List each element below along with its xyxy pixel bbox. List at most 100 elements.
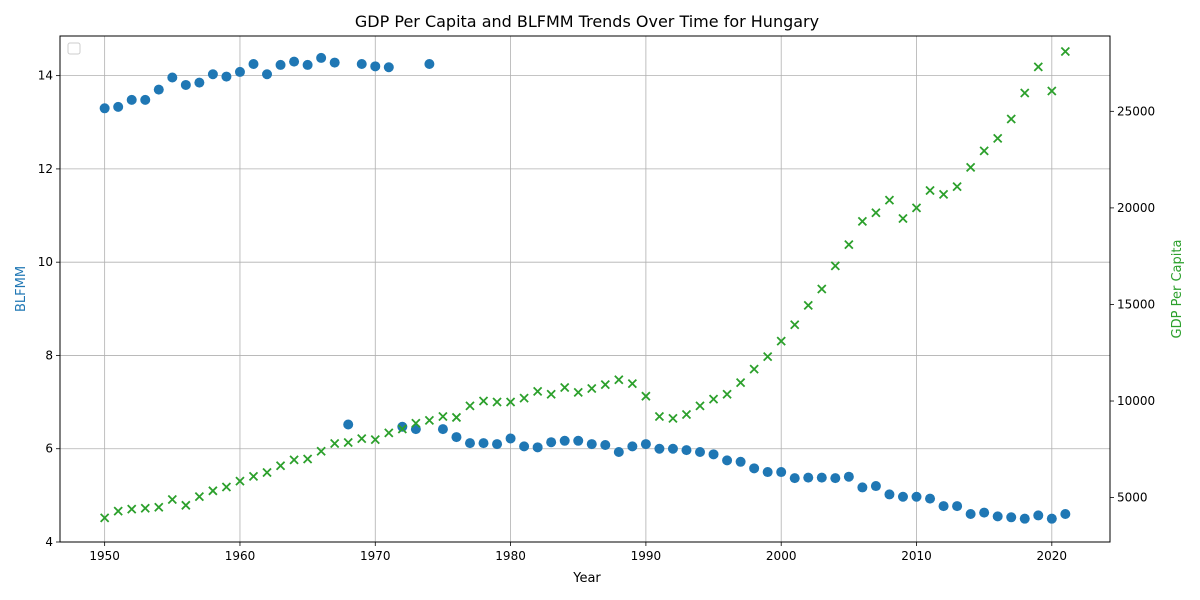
gdp-point (1033, 62, 1043, 72)
gdp-point (938, 189, 949, 200)
y-right-tick-label: 25000 (1117, 104, 1155, 118)
blfmm-point (586, 439, 597, 450)
blfmm-point (478, 438, 489, 449)
gdp-point (681, 409, 692, 420)
gdp-point (857, 216, 868, 227)
gdp-point (1006, 114, 1016, 124)
gdp-point (100, 513, 110, 523)
blfmm-point (289, 56, 300, 67)
blfmm-point (559, 435, 570, 446)
gdp-point (654, 411, 665, 422)
gdp-point (505, 397, 516, 407)
blfmm-point (275, 59, 286, 70)
gdp-point (451, 412, 462, 423)
y-left-tick-label: 6 (45, 442, 53, 456)
blfmm-point (857, 482, 868, 493)
gdp-point (1020, 88, 1030, 98)
blfmm-point (207, 69, 218, 80)
gdp-point (925, 185, 935, 196)
gdp-point (154, 502, 164, 512)
gdp-point (424, 415, 435, 425)
gdp-point (1060, 46, 1070, 57)
gdp-point (1047, 86, 1057, 96)
gdp-point (140, 503, 150, 513)
y-axis-left-label: BLFMM (14, 266, 29, 312)
plot-frame (59, 35, 1111, 543)
x-tick-label: 2010 (901, 549, 932, 563)
blfmm-point (735, 456, 746, 467)
blfmm-point (99, 103, 110, 114)
blfmm-point (938, 501, 949, 512)
gdp-point (560, 382, 570, 393)
x-axis-label: Year (572, 571, 601, 586)
x-axis: 1950 1960 1970 1980 1990 2000 2010 2020 (89, 542, 1067, 563)
x-tick-label: 1970 (360, 549, 391, 563)
series-blfmm (99, 52, 1071, 524)
blfmm-point (667, 443, 678, 454)
gdp-point (817, 284, 827, 294)
gdp-point (979, 146, 989, 156)
y-right-tick-label: 10000 (1117, 394, 1155, 408)
gdp-point (357, 434, 367, 444)
blfmm-point (302, 59, 313, 70)
blfmm-point (113, 101, 124, 112)
blfmm-point (126, 94, 137, 105)
x-tick-label: 1980 (495, 549, 526, 563)
y-axis-left: 4 6 8 10 12 14 (38, 69, 60, 549)
gdp-point (965, 162, 976, 172)
blfmm-point (1060, 509, 1071, 520)
gdp-point (262, 467, 272, 478)
x-tick-label: 2000 (766, 549, 797, 563)
blfmm-point (343, 419, 354, 430)
blfmm-point (600, 439, 611, 450)
grid (60, 36, 1110, 543)
gdp-point (614, 375, 624, 385)
gdp-point (830, 261, 840, 271)
blfmm-point (532, 442, 543, 453)
blfmm-point (356, 58, 367, 69)
blfmm-point (870, 481, 881, 492)
y-right-tick-label: 15000 (1117, 297, 1155, 311)
blfmm-point (329, 57, 340, 68)
blfmm-point (992, 511, 1003, 522)
blfmm-point (816, 472, 827, 483)
blfmm-point (627, 441, 638, 452)
gdp-point (492, 397, 502, 407)
gdp-point (803, 300, 813, 311)
blfmm-point (437, 424, 448, 435)
series-gdp (100, 46, 1070, 523)
blfmm-point (843, 471, 854, 482)
y-right-tick-label: 5000 (1117, 491, 1148, 505)
blfmm-point (1033, 510, 1044, 521)
gdp-point (275, 461, 286, 471)
gdp-point (438, 411, 448, 422)
gdp-point (695, 401, 705, 411)
gdp-point (627, 378, 637, 389)
gdp-point (411, 418, 421, 428)
gdp-point (952, 182, 962, 192)
blfmm-point (370, 61, 381, 72)
gdp-point (519, 393, 529, 403)
gdp-point (248, 471, 259, 481)
gdp-point (844, 239, 854, 250)
blfmm-point (180, 79, 191, 90)
blfmm-point (1019, 513, 1030, 524)
blfmm-point (640, 439, 651, 450)
y-left-tick-label: 4 (45, 535, 53, 549)
blfmm-point (1006, 512, 1017, 523)
blfmm-point (397, 421, 408, 432)
gdp-point (330, 438, 340, 449)
blfmm-point (546, 437, 557, 448)
chart-title: GDP Per Capita and BLFMM Trends Over Tim… (355, 12, 819, 31)
gdp-point (911, 203, 922, 213)
blfmm-point (505, 433, 516, 444)
gdp-point (397, 424, 407, 434)
gdp-point (587, 383, 597, 394)
gdp-point (194, 491, 205, 502)
blfmm-point (316, 52, 327, 63)
gdp-point (302, 454, 313, 464)
blfmm-point (925, 493, 936, 504)
blfmm-point (722, 455, 733, 466)
gdp-point (316, 446, 326, 456)
